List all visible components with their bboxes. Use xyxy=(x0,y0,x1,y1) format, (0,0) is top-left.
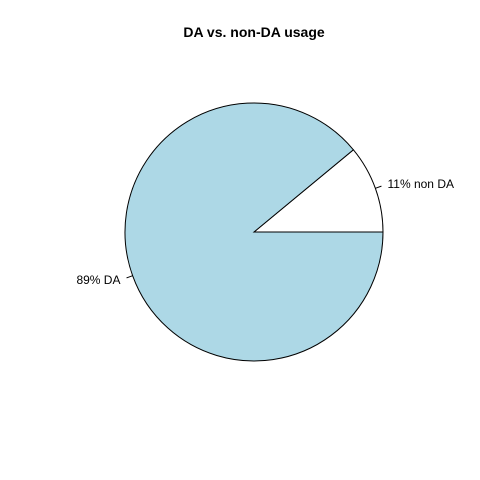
chart-title: DA vs. non-DA usage xyxy=(183,24,325,40)
pie-label-tick-0 xyxy=(375,185,382,189)
pie-label-1: 89% DA xyxy=(76,273,120,287)
pie-label-0: 11% non DA xyxy=(388,177,455,191)
pie-label-tick-1 xyxy=(126,275,133,279)
pie-slices xyxy=(124,102,384,362)
pie-labels: 11% non DA 89% DA xyxy=(76,177,454,287)
pie-slice-1 xyxy=(124,102,384,362)
